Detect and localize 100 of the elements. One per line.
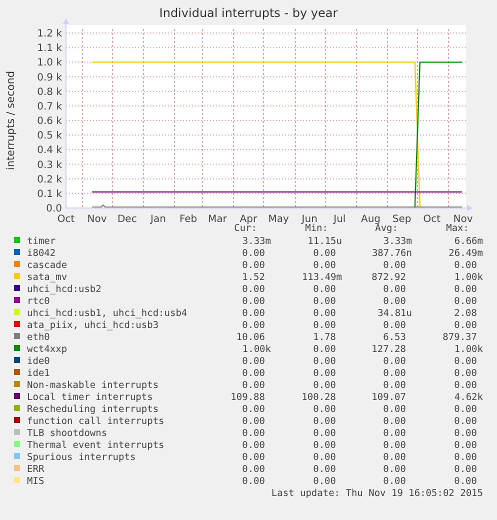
text: 879.37 xyxy=(442,332,477,343)
legend-label: eth0 xyxy=(27,332,50,343)
text: 0.00 xyxy=(242,464,266,475)
x-tick-label: Oct xyxy=(57,214,75,225)
text: 0.00 xyxy=(454,428,478,439)
text: 0.00 xyxy=(242,260,266,271)
legend-label: TLB shootdowns xyxy=(27,428,108,439)
text: 0.00 xyxy=(313,284,336,295)
text: 0.00 xyxy=(313,380,336,391)
text: 0.00 xyxy=(383,296,406,307)
text: 0.00 xyxy=(383,476,406,487)
text: 0.00 xyxy=(454,284,478,295)
text: 10.06 xyxy=(236,332,266,343)
text: 1.00k xyxy=(454,272,484,283)
text: 127.28 xyxy=(372,344,406,355)
text: 0.00 xyxy=(454,404,478,415)
y-tick-label: 0.7 k xyxy=(37,101,62,112)
y-tick-label: 1.2 k xyxy=(37,28,62,40)
text: 0.00 xyxy=(242,320,266,331)
text: 0.00 xyxy=(383,464,406,475)
text: Max: xyxy=(446,223,469,234)
y-tick-label: 0.8 k xyxy=(37,86,62,98)
text: 0.00 xyxy=(383,260,406,271)
text: 387.76n xyxy=(372,248,412,259)
legend-label: uhci_hcd:usb2 xyxy=(27,284,102,295)
text: 0.00 xyxy=(383,320,406,331)
text: 0.00 xyxy=(454,368,478,379)
text: Cur: xyxy=(234,223,257,234)
text: 2.08 xyxy=(454,308,478,319)
legend-label: Non-maskable interrupts xyxy=(27,380,159,391)
text: 0.00 xyxy=(242,368,266,379)
x-tick-label: Jul xyxy=(332,214,346,225)
text: 6.66m xyxy=(454,236,484,247)
legend-label: Local timer interrupts xyxy=(27,392,153,403)
legend-label: i8042 xyxy=(27,248,56,259)
x-tick-label: Nov xyxy=(453,214,473,225)
legend-label: ata_piix, uhci_hcd:usb3 xyxy=(27,320,159,331)
text: 0.00 xyxy=(242,284,266,295)
text: 0.00 xyxy=(454,440,478,451)
text: 0.00 xyxy=(242,308,266,319)
text: 0.00 xyxy=(313,308,336,319)
y-tick-label: 0.6 k xyxy=(37,116,62,127)
text: 0.00 xyxy=(383,452,406,463)
text: 0.00 xyxy=(313,440,336,451)
text: 0.00 xyxy=(313,452,336,463)
text: Last update: Thu Nov 19 16:05:02 2015 xyxy=(271,488,483,499)
x-tick-label: Jun xyxy=(300,214,318,225)
y-tick-label: 0.0 xyxy=(46,204,62,214)
legend-label: MIS xyxy=(27,476,44,487)
text: 34.81u xyxy=(378,308,412,319)
y-tick-label: 1.0 k xyxy=(37,58,62,69)
text: 0.00 xyxy=(242,440,266,451)
y-tick-label: 0.1 k xyxy=(37,188,62,200)
text: 0.00 xyxy=(313,404,336,415)
text: 100.28 xyxy=(302,392,336,403)
text: 0.00 xyxy=(454,296,478,307)
legend-label: ide1 xyxy=(27,368,50,379)
text: 0.00 xyxy=(454,464,478,475)
text: 1.00k xyxy=(242,344,272,355)
legend-label: uhci_hcd:usb1, uhci_hcd:usb4 xyxy=(27,308,188,319)
text: 0.00 xyxy=(454,416,478,427)
y-tick-label: 0.5 k xyxy=(37,130,62,142)
y-tick-label: 0.2 k xyxy=(37,174,62,186)
text: 0.00 xyxy=(454,356,478,367)
text: 0.00 xyxy=(242,404,266,415)
x-tick-label: Mar xyxy=(208,214,228,225)
text: 0.00 xyxy=(242,296,266,307)
text: 26.49m xyxy=(448,248,484,259)
text: 1.78 xyxy=(313,332,336,343)
text: 0.00 xyxy=(242,416,266,427)
text: 0.00 xyxy=(242,428,266,439)
text: 0.00 xyxy=(383,428,406,439)
y-tick-label: 0.4 k xyxy=(37,145,62,156)
text: 0.00 xyxy=(242,476,266,487)
text: 0.00 xyxy=(313,296,336,307)
text: 0.00 xyxy=(383,440,406,451)
y-tick-label: 1.1 k xyxy=(37,43,62,54)
text: 0.00 xyxy=(383,284,406,295)
y-axis-title: interrupts / second xyxy=(5,70,17,170)
x-tick-label: Dec xyxy=(117,214,137,225)
legend-label: Spurious interrupts xyxy=(27,452,136,463)
legend-label: rtc0 xyxy=(27,296,50,307)
text: 0.00 xyxy=(383,380,406,391)
text: 0.00 xyxy=(242,380,266,391)
legend-label: cascade xyxy=(27,260,68,271)
text: 0.00 xyxy=(454,320,478,331)
text: 11.15u xyxy=(308,236,342,247)
text: 0.00 xyxy=(313,416,336,427)
text: 0.00 xyxy=(313,476,336,487)
x-tick-label: Apr xyxy=(240,214,258,225)
legend-label: ide0 xyxy=(27,356,50,367)
y-tick-label: 0.9 k xyxy=(37,72,62,84)
text: 0.00 xyxy=(313,428,336,439)
text: 0.00 xyxy=(383,356,406,367)
text: 0.00 xyxy=(313,248,336,259)
text: 0.00 xyxy=(242,248,266,259)
text: 0.00 xyxy=(242,452,266,463)
text: 0.00 xyxy=(313,356,336,367)
text: 0.00 xyxy=(313,368,336,379)
text: 1.52 xyxy=(242,272,265,283)
